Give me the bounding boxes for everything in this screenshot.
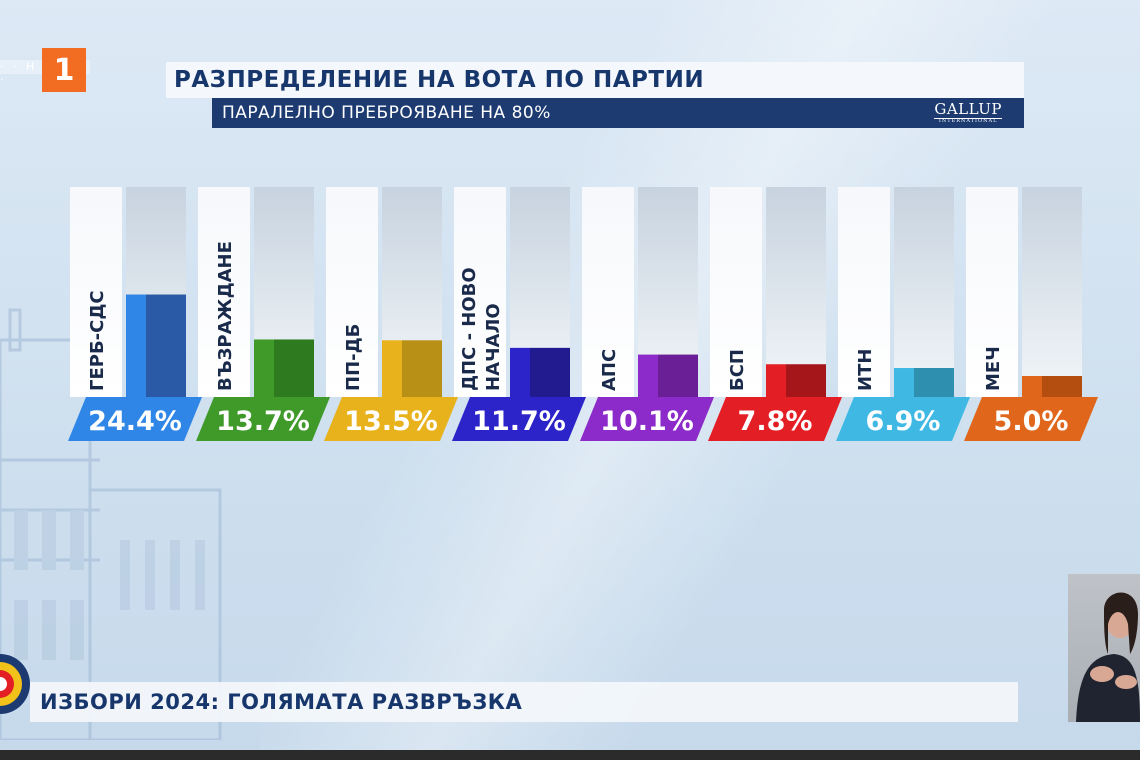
bar-8-front xyxy=(1022,376,1042,397)
label-panel xyxy=(582,187,634,397)
bar-7 xyxy=(914,368,954,397)
channel-logo: 1 xyxy=(42,48,86,92)
label-panel xyxy=(326,187,378,397)
bar-track xyxy=(766,187,826,397)
value-banner xyxy=(580,397,714,441)
bar-3-front xyxy=(382,340,402,397)
bar-2-front xyxy=(254,339,274,397)
label-panel xyxy=(838,187,890,397)
pollster-name: GALLUP xyxy=(934,100,1002,118)
bar-6 xyxy=(786,364,826,397)
value-banner xyxy=(68,397,202,441)
bar-7-front xyxy=(894,368,914,397)
value-label: 6.9% xyxy=(866,406,941,437)
bar-8 xyxy=(1042,376,1082,397)
label-panel xyxy=(966,187,1018,397)
value-banner xyxy=(324,397,458,441)
value-label: 24.4% xyxy=(88,406,182,437)
category-label: ПП-ДБ xyxy=(343,324,364,391)
program-title: ИЗБОРИ 2024: ГОЛЯМАТА РАЗВРЪЗКА xyxy=(40,690,523,714)
label-panel xyxy=(70,187,122,397)
value-label: 5.0% xyxy=(994,406,1069,437)
category-label: БСП xyxy=(727,349,748,391)
bar-track xyxy=(894,187,954,397)
value-label: 7.8% xyxy=(738,406,813,437)
subtitle-bar: ПАРАЛЕЛНО ПРЕБРОЯВАНЕ НА 80% GALLUP INTE… xyxy=(212,98,1024,128)
value-label: 11.7% xyxy=(472,406,566,437)
category-label: ВЪЗРАЖДАНЕ xyxy=(215,241,236,391)
value-banner xyxy=(836,397,970,441)
bar-6-front xyxy=(766,364,786,397)
bar-2 xyxy=(274,339,314,397)
bar-5-front xyxy=(638,354,658,397)
bar-1 xyxy=(146,294,186,397)
pollster-subtitle: INTERNATIONAL xyxy=(934,118,1002,124)
election-show-logo xyxy=(0,654,30,714)
value-banner xyxy=(708,397,842,441)
value-banner xyxy=(452,397,586,441)
category-label: АПС xyxy=(599,349,620,391)
bar-4 xyxy=(530,347,570,397)
sign-language-interpreter-inset xyxy=(1068,574,1140,722)
label-panel xyxy=(198,187,250,397)
lower-third: ИЗБОРИ 2024: ГОЛЯМАТА РАЗВРЪЗКА xyxy=(30,682,1018,722)
value-banner xyxy=(196,397,330,441)
title-bar: РАЗПРЕДЕЛЕНИЕ НА ВОТА ПО ПАРТИИ xyxy=(166,62,1024,98)
value-label: 13.7% xyxy=(216,406,310,437)
bottom-edge-strip xyxy=(0,750,1140,760)
category-label: ГЕРБ-СДС xyxy=(87,290,108,391)
category-label: МЕЧ xyxy=(983,346,1004,391)
value-banner xyxy=(964,397,1098,441)
bar-track xyxy=(1022,187,1082,397)
bar-3 xyxy=(402,340,442,397)
value-label: 10.1% xyxy=(600,406,694,437)
bar-5 xyxy=(658,354,698,397)
chart-title: РАЗПРЕДЕЛЕНИЕ НА ВОТА ПО ПАРТИИ xyxy=(174,67,705,93)
pollster-logo: GALLUP INTERNATIONAL xyxy=(934,102,1002,124)
category-label: НАЧАЛО xyxy=(483,303,504,391)
category-label: ИТН xyxy=(855,349,876,391)
chart-subtitle: ПАРАЛЕЛНО ПРЕБРОЯВАНЕ НА 80% xyxy=(222,103,551,123)
category-label: ДПС - НОВО xyxy=(459,267,480,391)
bar-4-front xyxy=(510,347,530,397)
interpreter-figure xyxy=(1076,592,1140,722)
label-panel xyxy=(710,187,762,397)
bar-1-front xyxy=(126,294,146,397)
value-label: 13.5% xyxy=(344,406,438,437)
label-panel xyxy=(454,187,506,397)
